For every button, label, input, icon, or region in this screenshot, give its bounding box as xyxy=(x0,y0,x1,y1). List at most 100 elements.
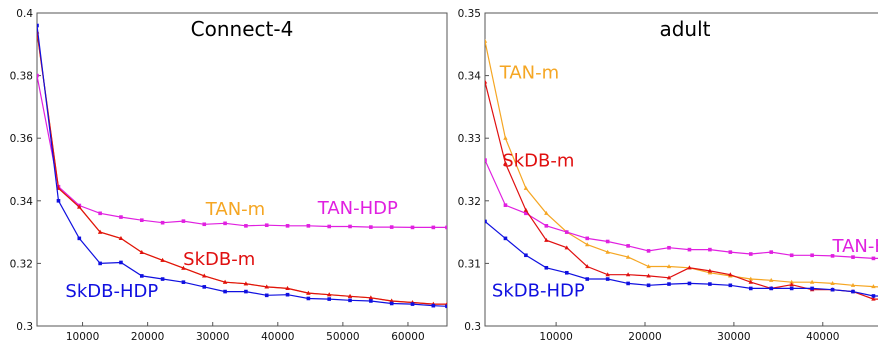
data-point-tan-hdp xyxy=(728,250,733,254)
data-point-skdb-hdp xyxy=(626,281,630,286)
data-point-skdb-hdp xyxy=(445,304,447,309)
data-point-skdb-hdp xyxy=(585,277,590,281)
series-labels: TAN-m TAN-HDP SkDB-m SkDB-HDP xyxy=(492,63,878,302)
data-point-skdb-hdp xyxy=(348,298,352,303)
data-point-skdb-m xyxy=(728,272,733,277)
y-tick-label: 0.3 xyxy=(464,321,481,333)
y-tick-label: 0.34 xyxy=(10,196,34,208)
y-tick-label: 0.32 xyxy=(10,258,33,270)
data-point-skdb-hdp xyxy=(56,199,61,203)
x-tick-label: 50000 xyxy=(326,331,359,343)
data-point-tan-hdp xyxy=(244,224,248,228)
y-tick-label: 0.36 xyxy=(10,133,34,145)
data-point-tan-m xyxy=(646,264,651,269)
data-point-skdb-hdp xyxy=(98,261,102,266)
data-point-tan-hdp xyxy=(748,252,753,256)
y-tick-label: 0.35 xyxy=(458,8,481,20)
data-point-tan-hdp xyxy=(348,224,352,229)
data-point-skdb-hdp xyxy=(389,301,394,306)
data-point-skdb-hdp xyxy=(503,236,508,241)
data-point-tan-hdp xyxy=(810,253,814,258)
data-point-skdb-m xyxy=(585,264,590,269)
data-point-tan-hdp xyxy=(327,224,332,229)
data-point-skdb-hdp xyxy=(544,265,549,270)
data-point-tan-hdp xyxy=(223,221,227,226)
data-point-skdb-hdp xyxy=(327,297,332,301)
chart-adult: 0.3 0.31 0.32 0.33 0.34 0.35 10000 20000 30000 4… xyxy=(458,8,878,343)
data-point-skdb-m xyxy=(544,237,549,242)
data-point-tan-hdp xyxy=(410,225,415,230)
data-point-tan-hdp xyxy=(708,247,712,252)
data-point-skdb-hdp xyxy=(181,280,186,284)
data-point-skdb-m xyxy=(243,281,249,286)
series-label-tan-hdp: TAN-HDP xyxy=(831,236,878,257)
y-tick-label: 0.4 xyxy=(16,8,33,20)
data-point-skdb-m xyxy=(139,250,144,255)
data-point-skdb-m xyxy=(707,268,713,273)
series-label-tan-m: TAN-m xyxy=(205,199,265,220)
data-point-tan-hdp xyxy=(544,224,549,228)
x-tick-label: 30000 xyxy=(196,331,229,343)
chart-title: Connect-4 xyxy=(191,17,294,41)
data-point-skdb-m xyxy=(97,229,103,234)
data-point-skdb-hdp xyxy=(223,289,227,294)
data-point-skdb-hdp xyxy=(431,303,436,308)
series-label-skdb-hdp: SkDB-HDP xyxy=(65,281,158,302)
data-point-skdb-hdp xyxy=(830,287,835,292)
data-point-skdb-hdp xyxy=(728,283,733,288)
y-tick-label: 0.32 xyxy=(458,196,481,208)
series-label-tan-m: TAN-m xyxy=(499,63,559,84)
data-point-tan-hdp xyxy=(160,220,165,225)
x-tick-label: 20000 xyxy=(628,331,661,343)
data-point-tan-hdp xyxy=(98,211,102,216)
plot-frame xyxy=(484,12,878,327)
x-tick-label: 60000 xyxy=(391,331,424,343)
plot-frame xyxy=(36,12,448,327)
data-point-skdb-m xyxy=(564,245,569,250)
data-point-tan-hdp xyxy=(626,244,630,248)
data-point-tan-hdp xyxy=(264,223,269,228)
series-lines xyxy=(37,23,447,309)
data-point-skdb-hdp xyxy=(410,302,415,306)
data-point-skdb-hdp xyxy=(160,277,165,281)
x-tick-label: 10000 xyxy=(539,331,572,343)
x-tick-label: 40000 xyxy=(261,331,294,343)
data-point-skdb-hdp xyxy=(708,282,712,286)
data-point-skdb-m xyxy=(306,290,311,295)
data-point-skdb-hdp xyxy=(810,286,814,291)
data-point-tan-hdp xyxy=(37,73,39,78)
x-tick-label: 40000 xyxy=(806,331,839,343)
data-point-skdb-hdp xyxy=(789,286,794,291)
data-point-skdb-hdp xyxy=(605,277,610,281)
data-point-skdb-m xyxy=(389,298,394,303)
x-tick-label: 10000 xyxy=(66,331,99,343)
series-label-skdb-m: SkDB-m xyxy=(183,249,255,270)
data-point-tan-m xyxy=(789,279,794,284)
data-point-skdb-m xyxy=(77,204,82,209)
data-point-skdb-m xyxy=(222,279,228,284)
data-point-skdb-hdp xyxy=(77,236,82,241)
data-point-skdb-hdp xyxy=(851,289,855,294)
data-point-skdb-hdp xyxy=(119,260,123,265)
data-point-skdb-m xyxy=(871,296,876,301)
data-point-tan-m xyxy=(625,254,631,259)
x-axis: 10000 20000 30000 40000 xyxy=(539,322,839,343)
data-point-tan-hdp xyxy=(306,224,311,228)
data-point-skdb-m xyxy=(503,160,508,165)
data-point-skdb-m xyxy=(118,235,124,240)
data-point-skdb-hdp xyxy=(306,296,311,301)
data-point-skdb-hdp xyxy=(202,285,207,289)
data-point-tan-m xyxy=(605,249,610,254)
data-point-skdb-m xyxy=(264,284,269,289)
data-point-skdb-hdp xyxy=(369,299,373,303)
chart-connect-4: 0.3 0.32 0.34 0.36 0.38 0.4 10000 20000 30000 40… xyxy=(10,8,448,343)
series-label-skdb-m: SkDB-m xyxy=(502,150,574,171)
data-point-skdb-m xyxy=(347,293,353,298)
data-point-skdb-m xyxy=(523,207,529,212)
series-line-tan-hdp xyxy=(485,159,878,259)
x-tick-label: 30000 xyxy=(717,331,750,343)
data-point-skdb-hdp xyxy=(748,286,753,291)
data-point-skdb-hdp xyxy=(139,274,144,278)
data-point-tan-m xyxy=(769,277,774,282)
data-point-skdb-hdp xyxy=(667,282,671,286)
